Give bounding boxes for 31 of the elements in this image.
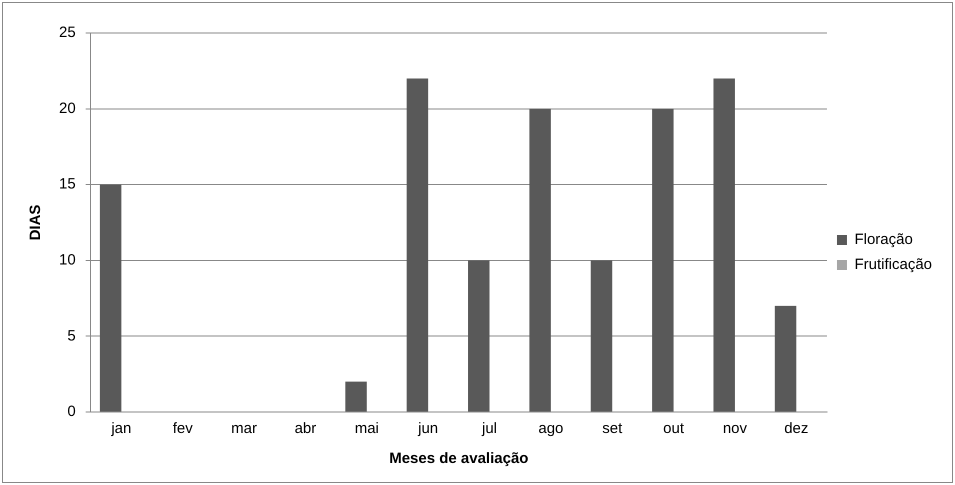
x-tick-label: jul (481, 420, 498, 438)
x-tick-label: out (663, 420, 685, 438)
x-axis-title: Meses de avaliação (389, 450, 528, 468)
y-tick-label: 0 (67, 403, 76, 420)
legend-label: Frutificação (854, 256, 932, 274)
x-tick-label: jan (110, 420, 132, 438)
bar (100, 184, 122, 412)
y-tick-label: 10 (58, 252, 76, 269)
x-tick-label: dez (784, 420, 808, 438)
bar (529, 108, 551, 412)
x-tick-label: ago (538, 420, 564, 438)
x-tick-label: abr (294, 420, 316, 438)
bar (590, 260, 612, 412)
bar (774, 306, 796, 412)
y-tick-label: 5 (67, 327, 76, 344)
bar (345, 382, 367, 412)
x-tick-label: set (602, 420, 624, 438)
x-tick-label: mar (231, 420, 257, 438)
bar (652, 108, 674, 412)
y-tick-label: 25 (58, 24, 76, 42)
legend-label: Floração (854, 231, 913, 248)
y-tick-label: 20 (58, 100, 76, 117)
x-tick-label: mai (354, 420, 379, 438)
y-axis-title: DIAS (27, 204, 44, 240)
bar (713, 78, 735, 412)
bar (468, 260, 490, 412)
x-tick-label: nov (722, 420, 748, 438)
bar (406, 78, 428, 412)
y-tick-label: 15 (58, 176, 76, 193)
x-tick-label: fev (172, 420, 194, 438)
x-tick-label: jun (417, 420, 438, 438)
